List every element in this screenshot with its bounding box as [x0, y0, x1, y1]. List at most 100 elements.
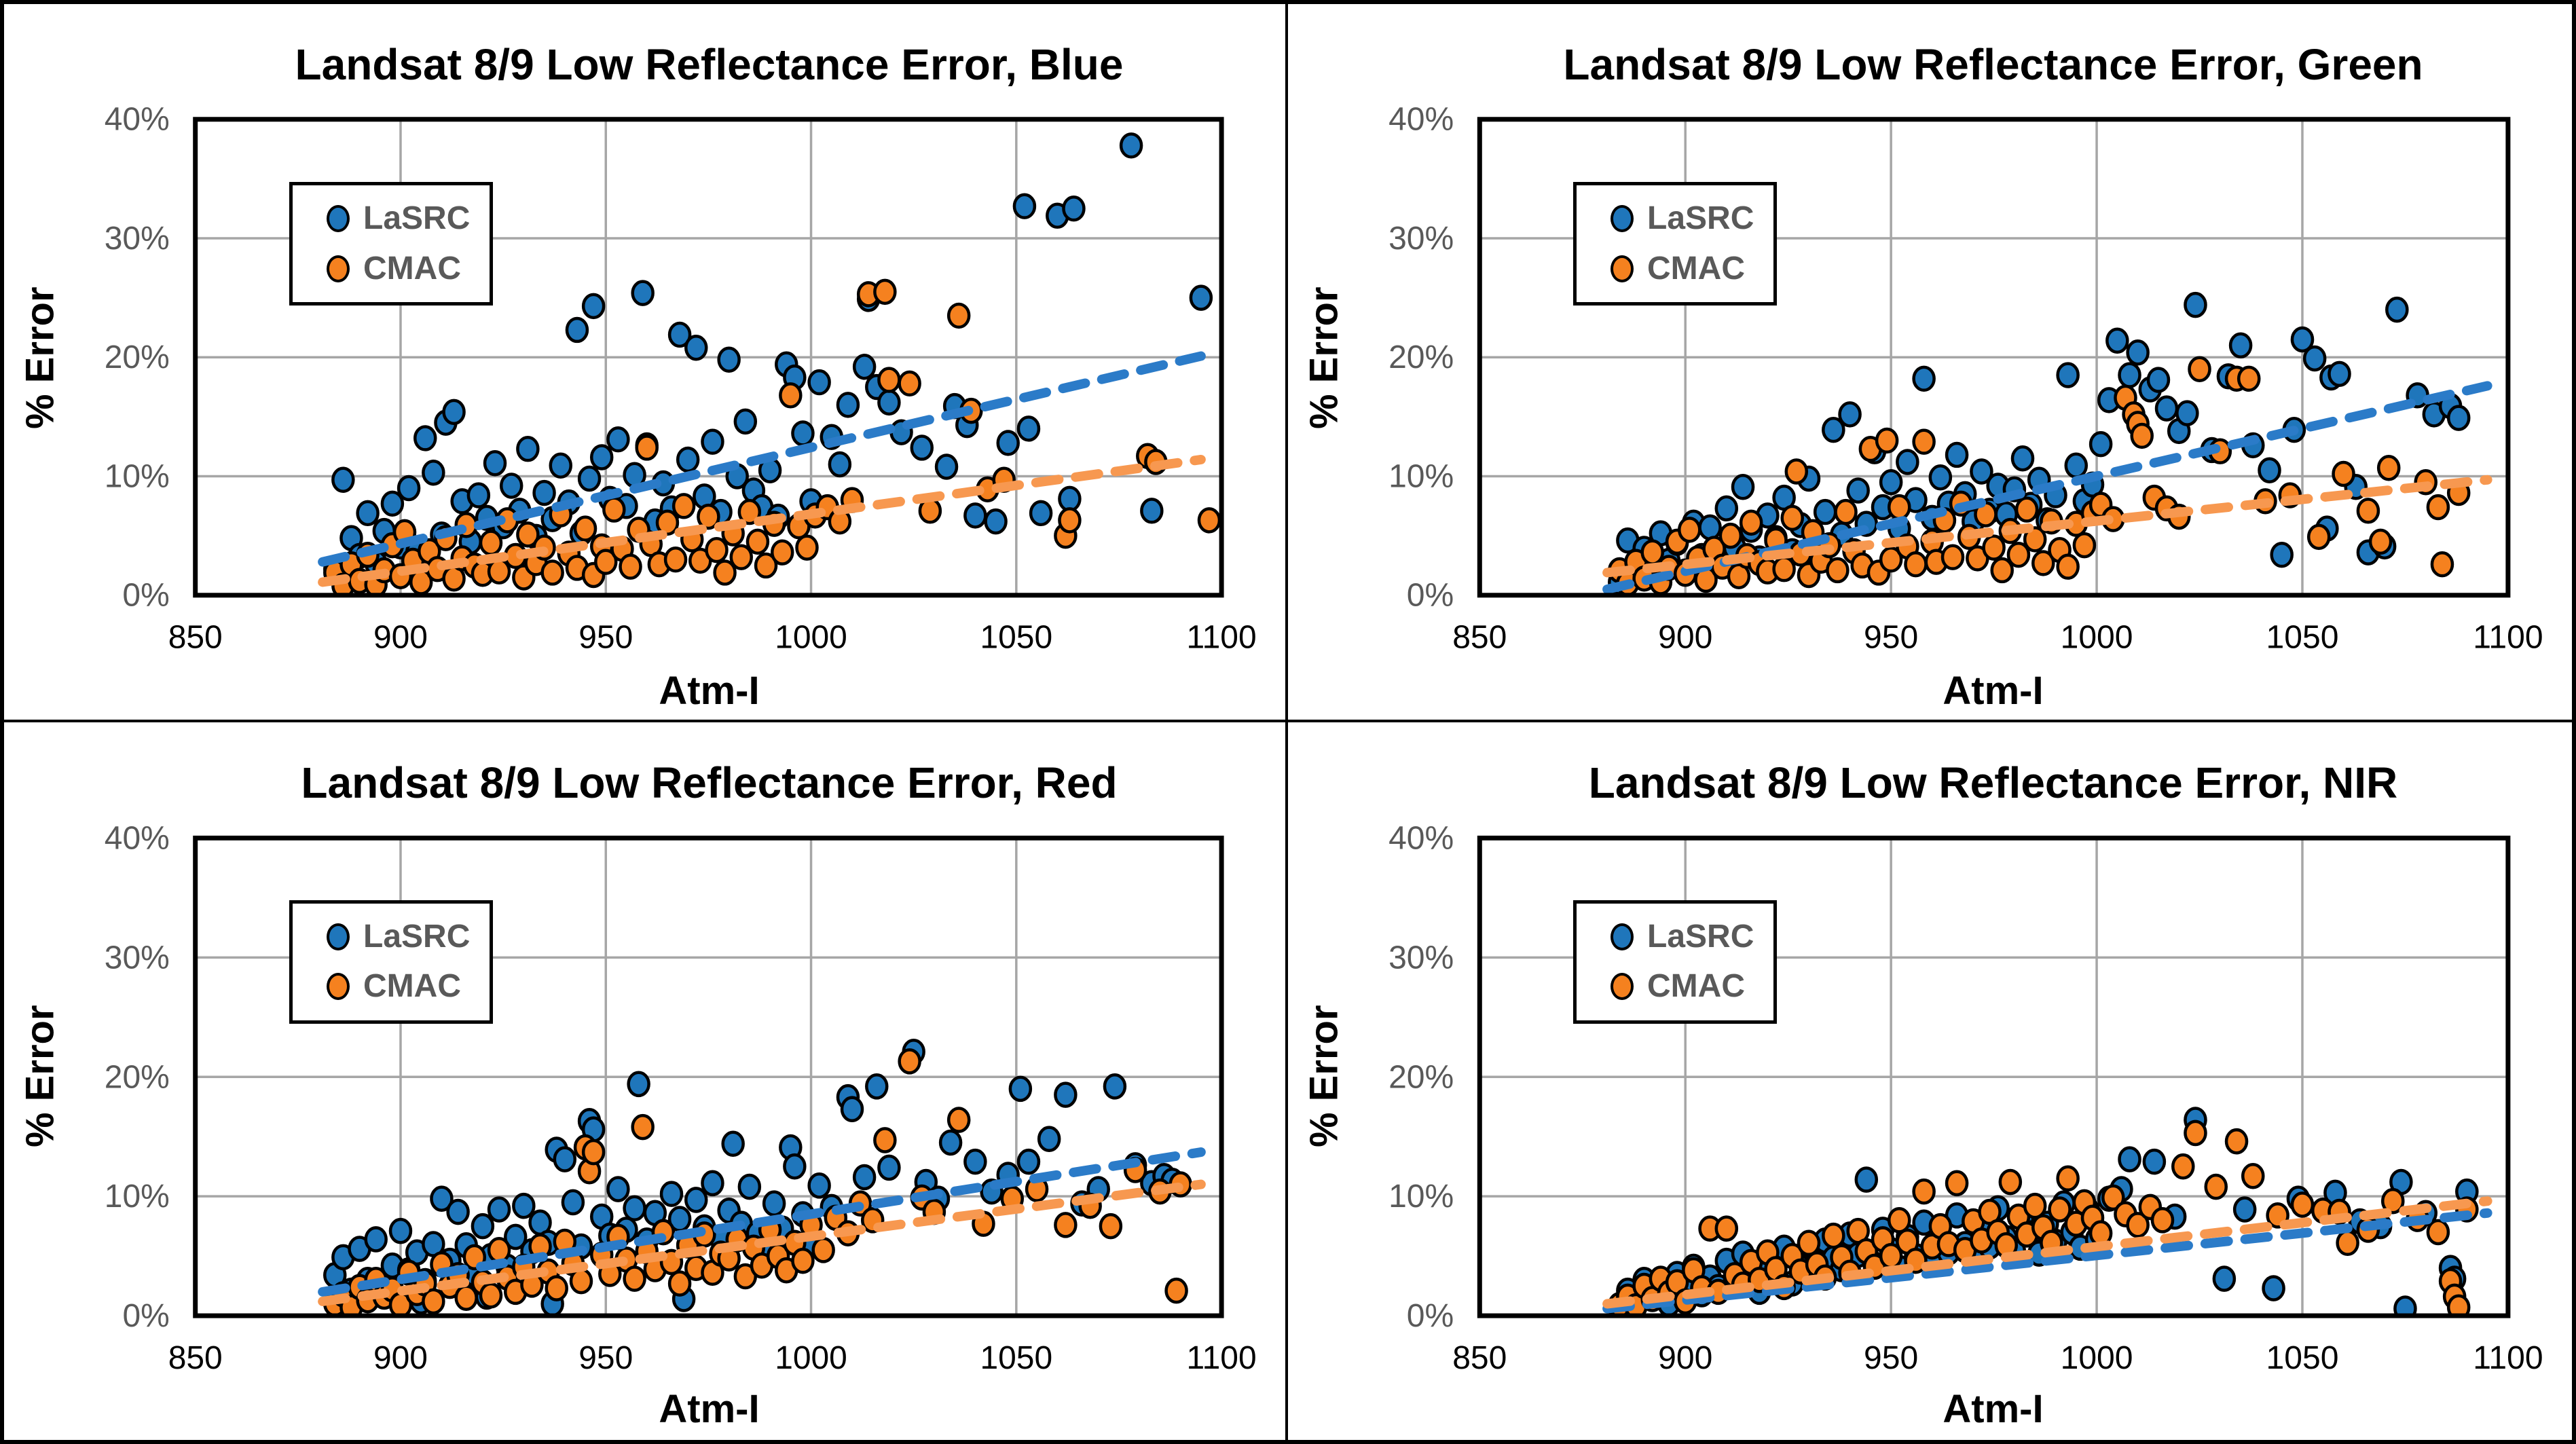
y-tick-label: 0% [122, 1298, 169, 1334]
scatter-point-lasrc [2146, 367, 2171, 393]
y-tick-label: 40% [105, 102, 170, 138]
scatter-point-cmac [811, 1236, 835, 1263]
scatter-point-lasrc [938, 1129, 963, 1155]
scatter-point-cmac [2332, 460, 2355, 487]
scatter-point-lasrc [1714, 495, 1739, 522]
scatter-point-cmac [1879, 546, 1903, 573]
scatter-point-cmac [663, 546, 688, 573]
scatter-point-lasrc [996, 430, 1020, 456]
plot-data-layer [1602, 291, 2492, 595]
scatter-point-lasrc [783, 1153, 807, 1179]
scatter-plot-blue: 850 900 950 1000 1050 1100 0% 10% 20% 30% 40% [105, 102, 1257, 656]
scatter-point-cmac [1904, 551, 1928, 578]
scatter-point-lasrc [549, 452, 572, 479]
scatter-point-cmac [2204, 1173, 2228, 1200]
scatter-point-cmac [873, 1126, 897, 1153]
chart-title-nir: Landsat 8/9 Low Reflectance Error, NIR [1588, 758, 2398, 807]
scatter-point-lasrc [2228, 332, 2253, 358]
scatter-point-lasrc [1945, 441, 1969, 468]
y-tick-label: 30% [1388, 221, 1454, 257]
y-tick-label: 0% [1407, 1297, 1454, 1334]
lasrc-marker-icon [1611, 923, 1634, 950]
scatter-point-lasrc [1854, 1166, 1879, 1193]
x-tick-label: 1100 [1187, 1340, 1257, 1376]
scatter-point-lasrc [840, 1095, 864, 1122]
scatter-point-cmac [898, 1048, 921, 1075]
scatter-point-lasrc [1008, 1075, 1033, 1102]
scatter-point-lasrc [2089, 430, 2113, 458]
scatter-point-lasrc [2184, 291, 2207, 318]
y-tick-label: 10% [1388, 459, 1454, 495]
cmac-marker-icon [1611, 973, 1634, 1001]
scatter-point-cmac [1739, 509, 1763, 536]
x-tick-label: 1000 [2061, 1339, 2133, 1376]
scatter-point-cmac [1998, 1168, 2023, 1195]
scatter-point-cmac [2006, 541, 2031, 568]
scatter-point-lasrc [331, 466, 355, 493]
scatter-point-cmac [2446, 1293, 2471, 1316]
scatter-point-lasrc [1879, 469, 1903, 496]
scatter-point-cmac [713, 559, 737, 586]
scatter-point-lasrc [910, 434, 934, 461]
scatter-point-cmac [1797, 1229, 1821, 1256]
x-tick-label: 1100 [2473, 1339, 2543, 1376]
scatter-point-cmac [635, 434, 659, 461]
scatter-point-lasrc [442, 399, 466, 426]
scatter-point-lasrc [684, 1186, 708, 1213]
scatter-point-lasrc [2010, 445, 2035, 472]
scatter-point-cmac [1826, 557, 1850, 584]
scatter-point-lasrc [1928, 464, 1953, 491]
scatter-point-lasrc [2126, 339, 2150, 366]
scatter-point-cmac [1940, 544, 1965, 570]
scatter-point-lasrc [2056, 362, 2080, 388]
lasrc-marker-icon [327, 205, 350, 233]
chart-title-blue: Landsat 8/9 Low Reflectance Error, Blue [295, 40, 1124, 89]
scatter-point-cmac [2023, 1192, 2047, 1219]
scatter-point-lasrc [483, 450, 507, 477]
scatter-point-cmac [1887, 1206, 1911, 1234]
scatter-point-cmac [729, 544, 753, 570]
scatter-point-lasrc [1731, 474, 1755, 500]
scatter-point-lasrc [2290, 326, 2315, 353]
scatter-point-lasrc [487, 1196, 511, 1223]
scatter-point-cmac [1714, 1215, 1739, 1242]
scatter-point-lasrc [2175, 400, 2199, 426]
scatter-point-lasrc [1189, 284, 1213, 311]
legend-label-cmac: CMAC [1647, 968, 1745, 1005]
scatter-point-lasrc [836, 392, 860, 418]
scatter-point-cmac [779, 382, 803, 409]
scatter-point-lasrc [1846, 477, 1870, 504]
scatter-point-cmac [2126, 1211, 2150, 1238]
scatter-point-lasrc [877, 1154, 901, 1181]
plot-border [193, 835, 1224, 1318]
scatter-point-cmac [746, 528, 770, 555]
x-tick-label: 1100 [2473, 620, 2543, 656]
scatter-point-lasrc [1822, 416, 1845, 443]
chart-title-red: Landsat 8/9 Low Reflectance Error, Red [301, 758, 1118, 807]
scatter-point-cmac [671, 493, 696, 519]
scatter-point-lasrc [1838, 401, 1862, 428]
scatter-point-cmac [2014, 496, 2039, 523]
x-tick-label: 950 [578, 620, 633, 656]
scatter-plot-nir: 850 900 950 1000 1050 1100 0% 10% 20% 30% 40% [1388, 819, 2543, 1376]
x-tick-label: 850 [168, 620, 223, 656]
scatter-point-lasrc [852, 1164, 877, 1190]
scatter-point-lasrc [2154, 395, 2179, 422]
x-tick-label: 900 [373, 1340, 428, 1376]
scatter-point-lasrc [1912, 365, 1936, 392]
cmac-marker-icon [1611, 255, 1634, 282]
scatter-point-cmac [602, 496, 626, 523]
lasrc-marker-icon [327, 923, 350, 950]
scatter-point-lasrc [2327, 360, 2351, 388]
scatter-point-lasrc [1062, 195, 1086, 222]
scatter-point-cmac [877, 367, 901, 393]
x-tick-label: 1050 [980, 1340, 1052, 1376]
scatter-point-lasrc [1058, 485, 1082, 513]
scatter-point-cmac [545, 1274, 568, 1301]
scatter-point-cmac [573, 515, 597, 542]
scatter-point-cmac [2023, 526, 2047, 553]
y-tick-label: 20% [105, 1059, 170, 1095]
scatter-point-cmac [791, 1247, 815, 1274]
scatter-point-cmac [479, 1282, 503, 1308]
